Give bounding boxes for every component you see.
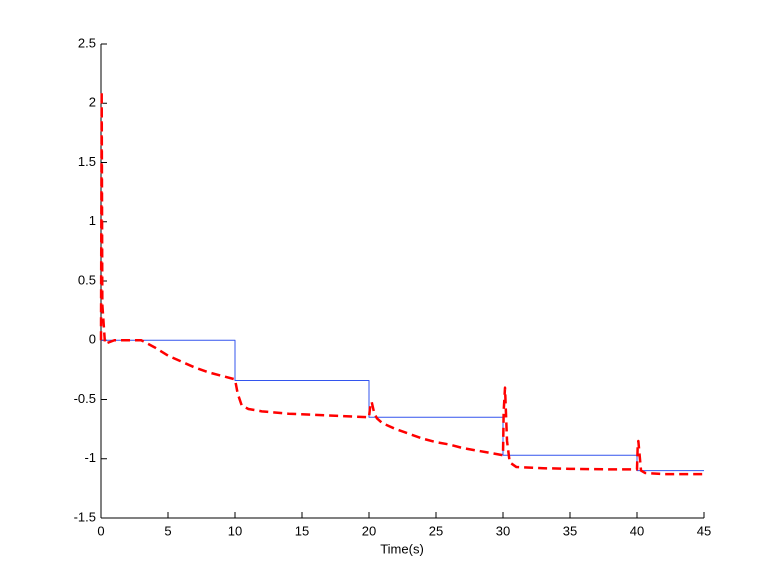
y-tick-label: -1 [84, 450, 96, 465]
data-line [99, 90, 704, 476]
x-tick-label: 15 [295, 523, 309, 538]
x-tick-label: 10 [228, 523, 242, 538]
x-tick-label: 35 [563, 523, 577, 538]
x-tick-label: 40 [630, 523, 644, 538]
x-tick-label: 45 [697, 523, 711, 538]
x-axis-label: Time(s) [380, 541, 424, 556]
y-tick-label: 2 [89, 95, 96, 110]
x-tick-label: 30 [496, 523, 510, 538]
x-tick-label: 0 [97, 523, 104, 538]
x-tick-label: 25 [429, 523, 443, 538]
y-tick-label: 0 [89, 332, 96, 347]
x-tick-label: 5 [164, 523, 171, 538]
data-line [101, 339, 704, 472]
y-tick-label: 2.5 [78, 35, 96, 50]
x-tick-label: 20 [362, 523, 376, 538]
y-tick-label: -1.5 [74, 509, 96, 524]
y-tick-label: 1.5 [78, 154, 96, 169]
y-tick-label: -0.5 [74, 391, 96, 406]
y-tick-label: 1 [89, 213, 96, 228]
y-tick-label: 0.5 [78, 272, 96, 287]
